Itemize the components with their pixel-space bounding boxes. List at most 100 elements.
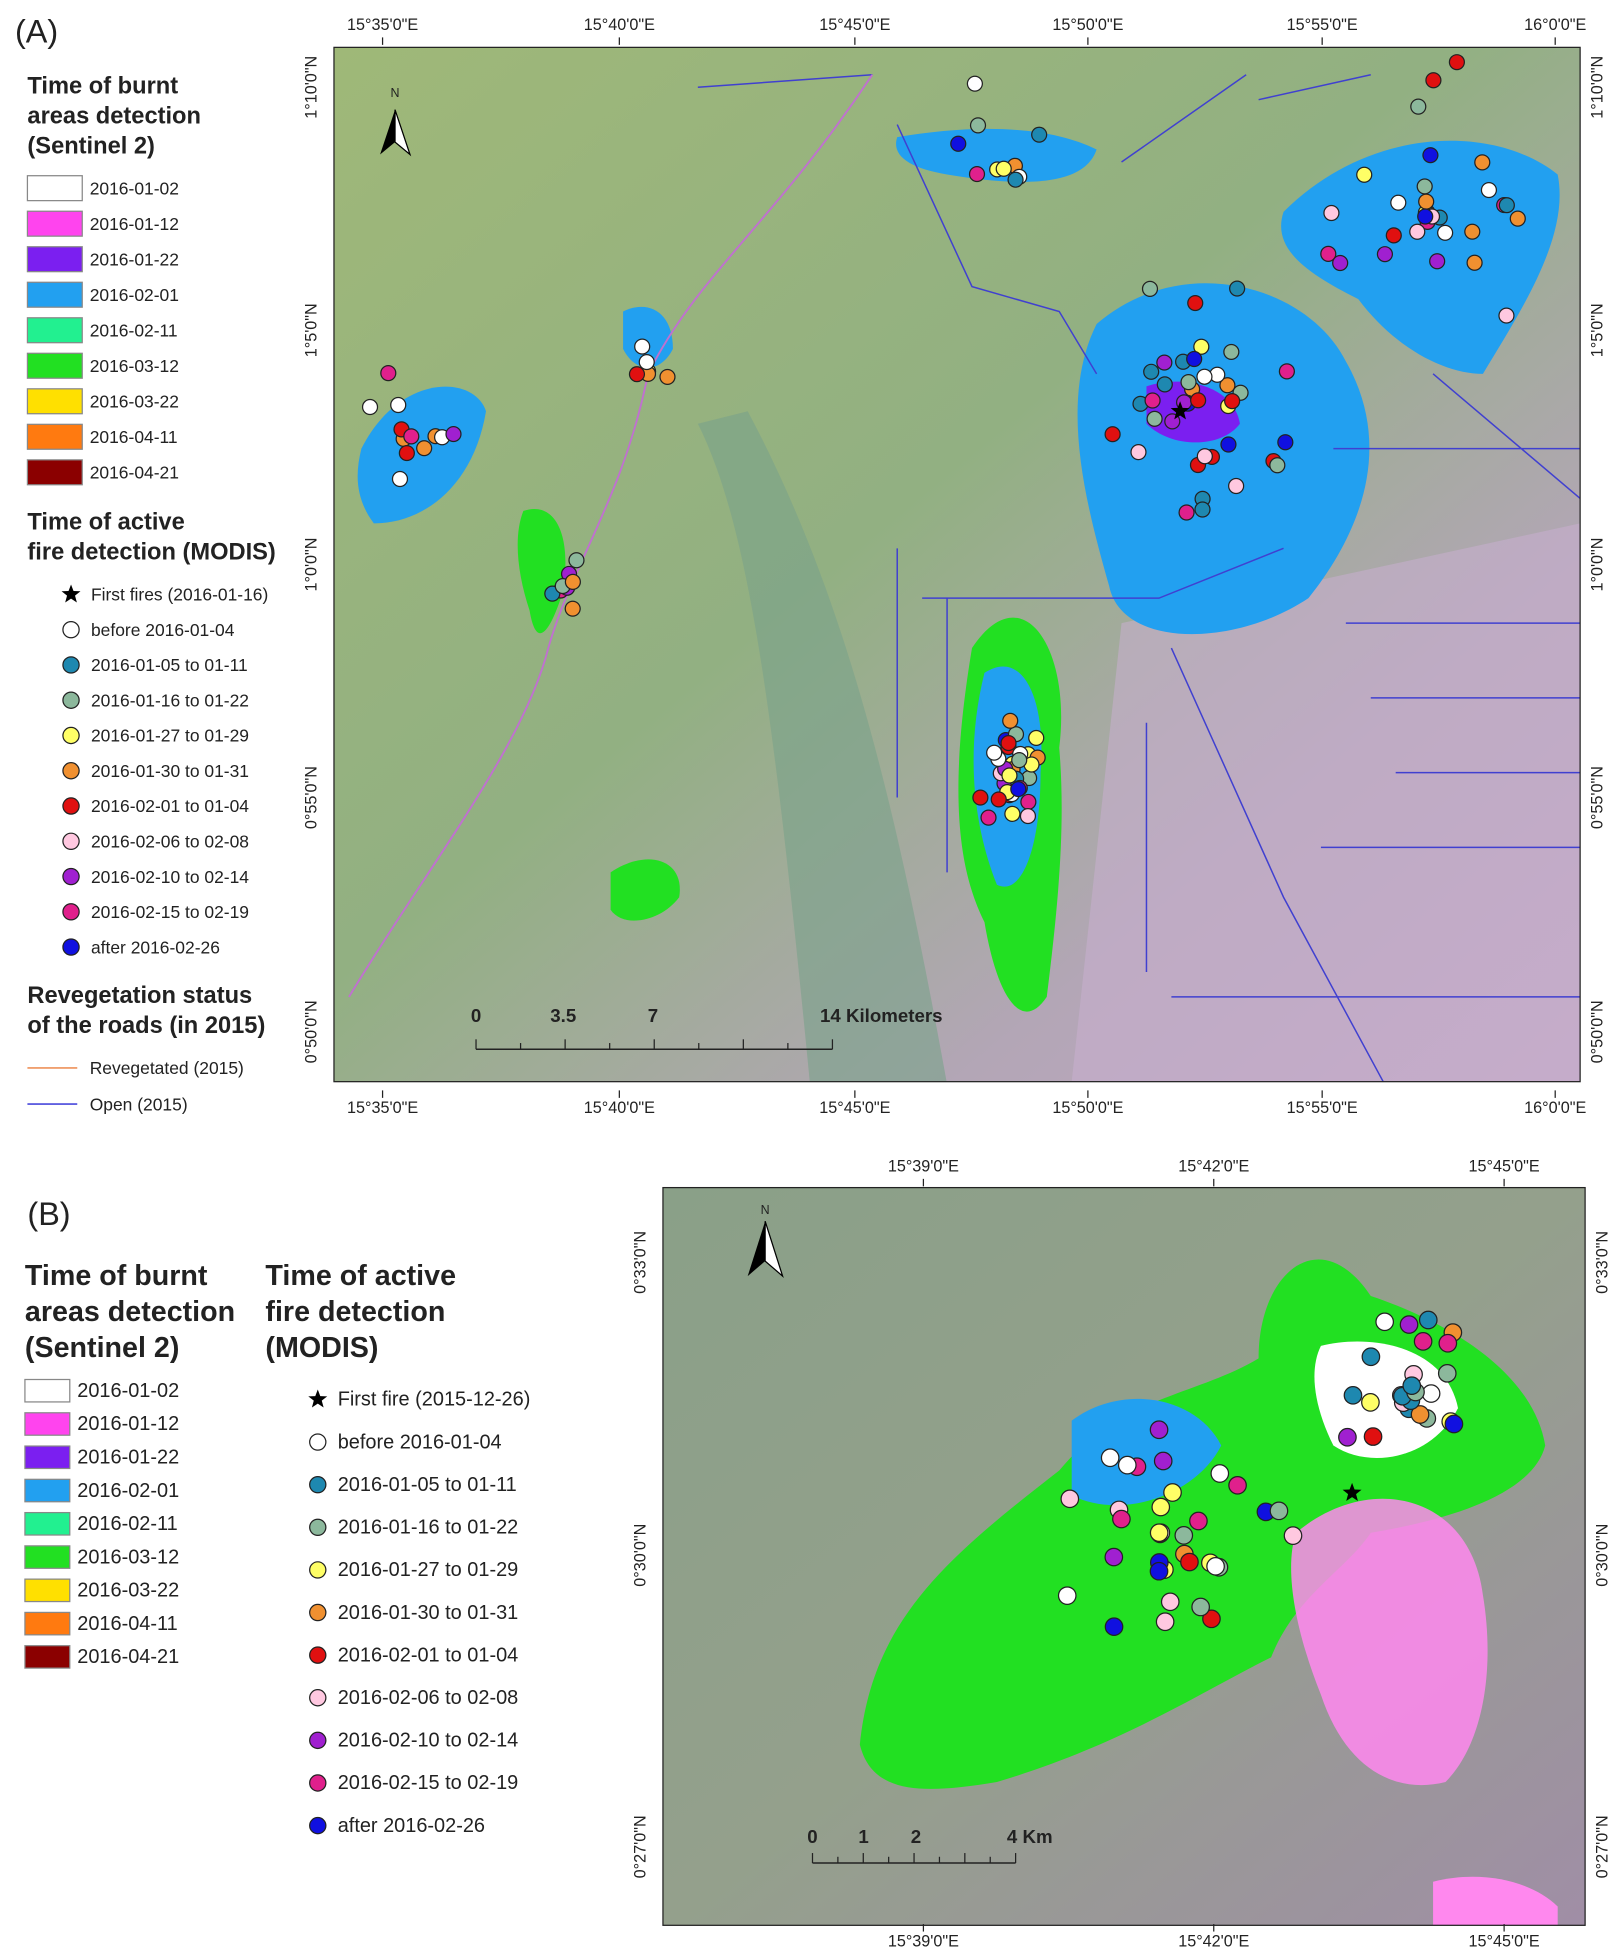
longitude-label: 15°45'0"E (1469, 1932, 1540, 1949)
legend-symbol (309, 1816, 327, 1835)
fire-point (1283, 1526, 1303, 1545)
north-label: N (391, 86, 400, 100)
fire-point (1190, 392, 1207, 409)
legend-label: 2016-01-22 (90, 249, 179, 269)
legend-symbol (309, 1774, 327, 1792)
legend-swatch (26, 352, 83, 379)
fire-point (1163, 1483, 1182, 1502)
fire-point (969, 117, 987, 134)
longitude-label: 15°39'0"E (888, 1157, 959, 1175)
legend-title: of the roads (in 2015) (27, 1013, 265, 1039)
fire-point (1130, 444, 1147, 461)
fire-point (1191, 1597, 1211, 1617)
scale-label: 1 (858, 1826, 868, 1847)
fire-point (1498, 307, 1515, 324)
legend-symbol (308, 1389, 328, 1408)
latitude-label: 0°27'0"N (632, 1815, 650, 1878)
longitude-label: 15°50'0"E (1052, 16, 1123, 34)
fire-point (1057, 1586, 1077, 1606)
fire-point (1000, 734, 1017, 752)
first-fire (1170, 401, 1190, 420)
fire-point (1320, 245, 1337, 262)
latitude-label: 1°10'0"N (1589, 56, 1607, 119)
fire-point (1155, 1612, 1175, 1632)
legend-label: 2016-02-10 to 02-14 (338, 1730, 519, 1752)
legend-swatch (26, 246, 83, 273)
map-frame (662, 1186, 1586, 1926)
legend-title: Time of active (27, 510, 184, 536)
latitude-label: 0°55'0"N (303, 766, 321, 829)
legend-label: after 2016-02-26 (338, 1815, 485, 1837)
fire-point (1224, 393, 1241, 410)
legend-label: Open (2015) (90, 1094, 188, 1114)
fire-point (659, 368, 676, 386)
legend-label: 2016-01-12 (77, 1413, 179, 1435)
fire-point (1194, 501, 1211, 518)
legend-symbol (309, 1475, 327, 1494)
longitude-label: 15°40'0"E (584, 16, 655, 34)
fire-point (968, 165, 986, 183)
fire-point (1375, 1312, 1395, 1332)
fire-point (1399, 1315, 1419, 1334)
fire-point (1156, 376, 1173, 393)
legend-swatch (26, 388, 83, 415)
latitude-label: 0°50'0"N (1589, 1000, 1607, 1063)
legend-title: areas detection (25, 1296, 235, 1328)
legend-label: 2016-03-12 (77, 1546, 179, 1568)
latitude-label: 0°30'0"N (1594, 1524, 1612, 1587)
scale-label: 0 (807, 1826, 817, 1847)
longitude-label: 15°35'0"E (347, 16, 418, 34)
legend-label: 2016-02-01 (90, 285, 179, 305)
fire-point (1418, 193, 1435, 210)
legend-label: 2016-01-16 to 01-22 (91, 690, 249, 710)
fire-point (1001, 767, 1018, 784)
legend-swatch (26, 175, 83, 202)
road-revegetated (348, 74, 874, 998)
fire-point (1100, 1448, 1120, 1468)
latitude-label: 1°5'0"N (303, 303, 321, 357)
fire-point (1361, 1347, 1381, 1367)
fire-point (1385, 227, 1402, 244)
fire-point (1002, 712, 1019, 729)
latitude-label: 1°5'0"N (1589, 303, 1607, 357)
fire-point (1020, 793, 1037, 811)
legend-label: 2016-02-15 to 02-19 (338, 1772, 519, 1794)
fire-point (990, 791, 1007, 808)
legend-symbol (62, 797, 80, 815)
legend-label: 2016-01-30 to 01-31 (338, 1602, 519, 1624)
fire-point (1149, 1420, 1169, 1440)
legend-label: 2016-01-22 (77, 1446, 179, 1468)
savanna (1071, 523, 1581, 1082)
fire-point (1104, 1547, 1124, 1567)
legend-symbol (309, 1518, 327, 1537)
longitude-label: 15°50'0"E (1052, 1099, 1123, 1117)
fire-point (1144, 392, 1161, 409)
legend-label: 2016-01-02 (90, 178, 179, 198)
longitude-label: 16°0'0"E (1524, 16, 1586, 34)
legend-label: 2016-01-27 to 01-29 (91, 726, 249, 746)
fire-point (1149, 1523, 1169, 1543)
latitude-label: 1°10'0"N (303, 56, 321, 119)
fire-point (445, 425, 462, 443)
latitude-label: 0°27'0"N (1594, 1815, 1612, 1878)
legend-title: fire detection (MODIS) (27, 540, 275, 566)
fire-point (1156, 354, 1173, 371)
longitude-label: 15°35'0"E (347, 1099, 418, 1117)
legend-label: 2016-01-30 to 01-31 (91, 761, 249, 781)
fire-point (1363, 1427, 1383, 1446)
fire-point (1028, 729, 1045, 747)
fire-point (1031, 126, 1048, 143)
fire-point (1206, 1556, 1225, 1576)
legend-symbol (61, 584, 81, 603)
legend-label: 2016-02-06 to 02-08 (338, 1687, 519, 1709)
fire-point (568, 552, 585, 569)
fire-point (1220, 436, 1237, 453)
legend-symbol (62, 903, 80, 921)
legend-symbol (309, 1603, 327, 1622)
legend-symbol (62, 938, 80, 956)
fire-point (1007, 171, 1024, 188)
fire-point (1180, 374, 1197, 391)
legend-label: 2016-01-05 to 01-11 (91, 655, 248, 675)
fire-point (1402, 1376, 1422, 1396)
